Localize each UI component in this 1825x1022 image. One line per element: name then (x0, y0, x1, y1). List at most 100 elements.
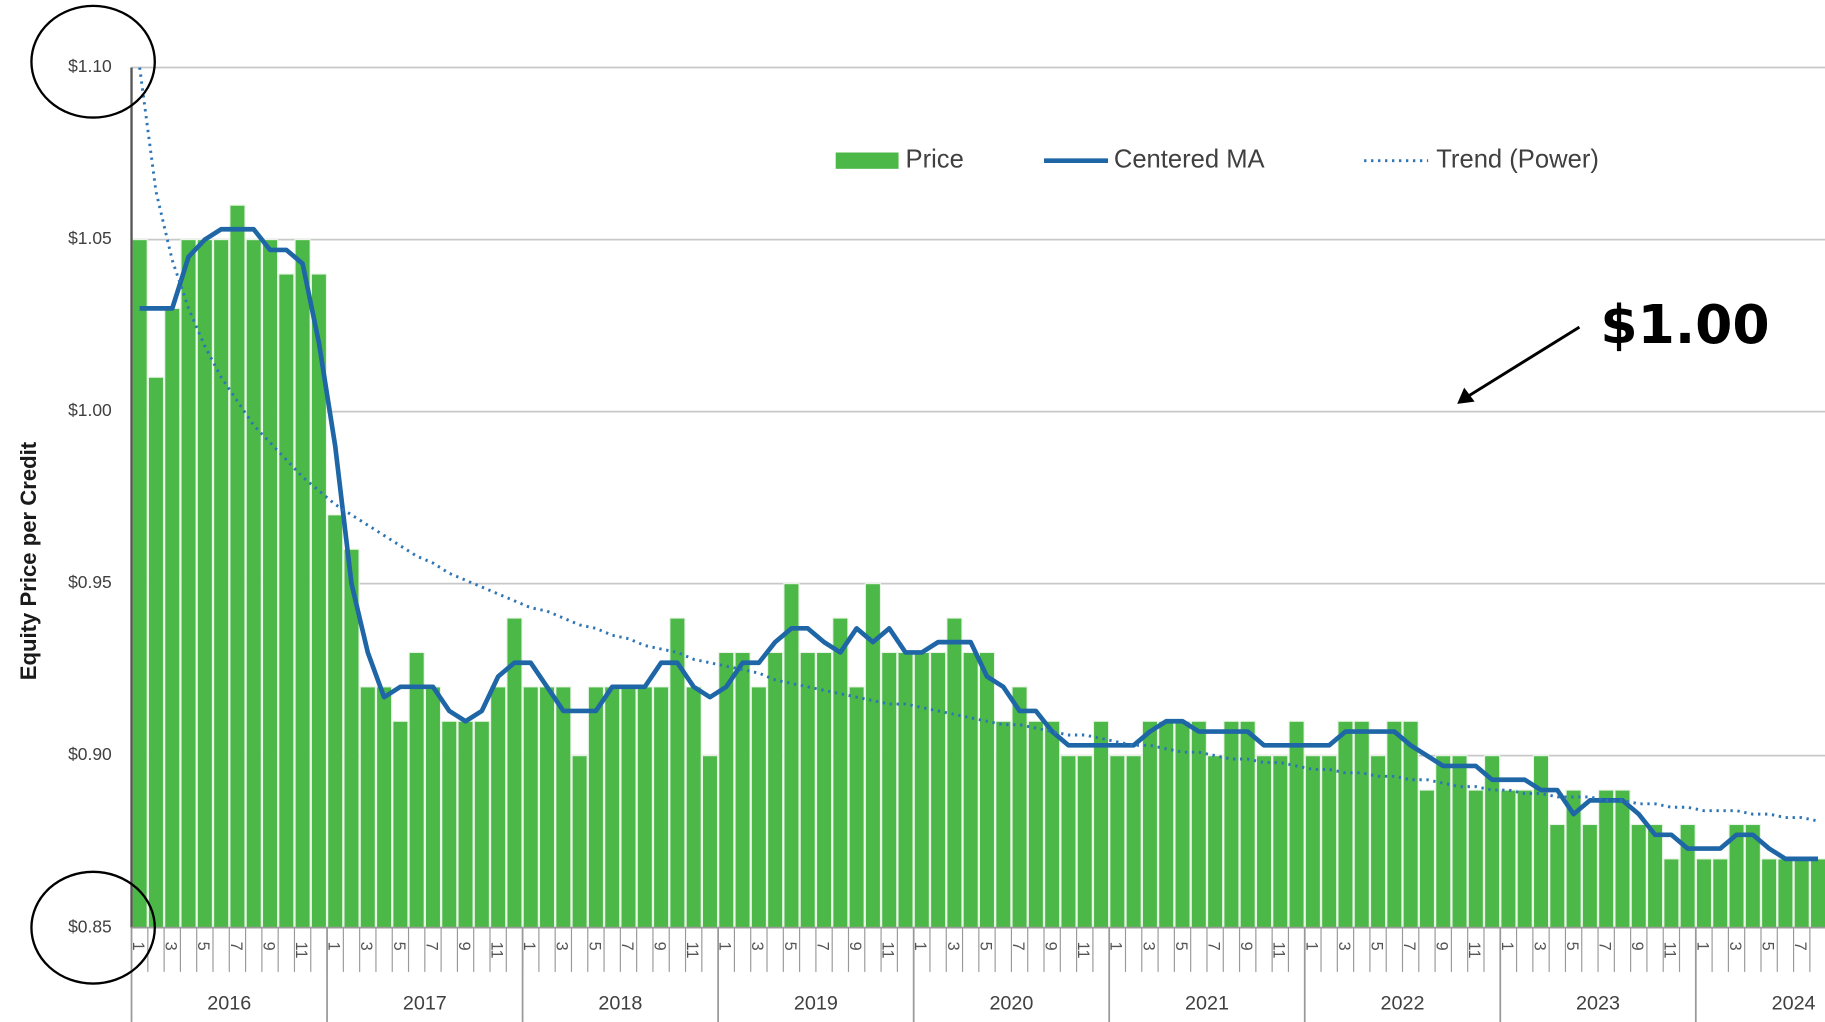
bar (212, 238, 230, 929)
x-tick-label: 9 (259, 942, 277, 951)
x-tick-label: 5 (585, 942, 603, 951)
bar (1272, 755, 1289, 929)
bar (196, 238, 213, 929)
x-tick-label: 11 (292, 942, 310, 959)
bar (327, 514, 344, 929)
legend-label: Centered MA (1114, 145, 1266, 173)
bar (424, 686, 442, 929)
plot-area: $0.85$0.90$0.95$1.00$1.05$1.101 3 5 7 9 11 1 3 5… (68, 56, 1825, 1022)
bar (929, 651, 947, 929)
bar (701, 755, 719, 929)
bar (180, 238, 197, 929)
bar (848, 686, 865, 929)
arrow-head (1457, 387, 1475, 404)
bar (995, 720, 1012, 929)
x-tick-label: 3 (357, 942, 375, 951)
bar (490, 686, 507, 929)
year-label: 2021 (1185, 993, 1229, 1015)
bar (913, 651, 930, 929)
line (138, 67, 1819, 823)
bar (1060, 755, 1077, 929)
bar (1712, 858, 1729, 929)
x-tick-label: 7 (1400, 942, 1418, 951)
x-tick-label: 1 (129, 942, 147, 951)
x-tick-label: 3 (1530, 942, 1548, 951)
bar (1044, 720, 1061, 929)
bar (1369, 755, 1387, 929)
bar (1402, 720, 1419, 929)
bar (767, 651, 784, 929)
x-tick-label: 9 (1042, 942, 1060, 951)
bar (881, 651, 898, 929)
bar (1027, 720, 1045, 929)
bar (897, 651, 914, 929)
year-label: 2016 (207, 993, 251, 1015)
bar (1679, 823, 1696, 929)
annotation: $1.00 (1600, 293, 1769, 356)
bar (1663, 858, 1680, 929)
y-axis-title: Equity Price per Credit (16, 441, 41, 680)
annotation-arrow (1468, 325, 1581, 398)
bar (294, 238, 311, 929)
x-tick-label: 9 (455, 942, 473, 951)
bar (620, 686, 637, 929)
x-tick-label: 7 (1204, 942, 1222, 951)
bar (1418, 789, 1436, 929)
bar (571, 755, 588, 929)
year-label: 2017 (403, 993, 447, 1015)
bar (1255, 755, 1273, 929)
bar (1353, 720, 1370, 929)
bar (441, 720, 458, 929)
bar (734, 651, 751, 929)
bar (1549, 823, 1566, 929)
bar (1386, 720, 1403, 929)
x-tick-label: 11 (879, 942, 897, 959)
bar (1500, 789, 1517, 929)
x-tick-label: 1 (1693, 942, 1711, 951)
bar (1598, 789, 1615, 929)
bar (1125, 755, 1142, 929)
x-tick-label: 11 (683, 942, 701, 959)
x-tick-label: 7 (1009, 942, 1027, 951)
bar (1646, 823, 1664, 929)
legend-swatch (835, 152, 899, 169)
x-tick-label: 11 (488, 942, 506, 959)
bar (1467, 789, 1484, 929)
bar (1451, 755, 1468, 929)
x-tick-label: 1 (1498, 942, 1516, 951)
bar (229, 204, 246, 929)
legend-label: Trend (Power) (1436, 145, 1599, 173)
year-label: 2020 (989, 993, 1033, 1015)
bar (799, 651, 816, 929)
bar (131, 238, 148, 929)
bar (375, 686, 393, 929)
x-tick-label: 9 (1628, 942, 1646, 951)
bar (1206, 755, 1224, 929)
legend-label: Price (906, 145, 964, 173)
bar (1158, 720, 1175, 929)
year-label: 2018 (598, 993, 642, 1015)
x-tick-label: 5 (390, 942, 408, 951)
bar (1109, 755, 1126, 929)
bar (750, 686, 768, 929)
x-tick-label: 9 (650, 942, 668, 951)
year-label: 2023 (1576, 993, 1620, 1015)
bar (1223, 720, 1240, 929)
y-tick-label: $1.10 (68, 56, 112, 76)
x-tick-label: 7 (422, 942, 440, 951)
bar (1532, 755, 1550, 929)
bar (718, 651, 735, 929)
bar (1174, 720, 1191, 929)
x-tick-label: 1 (1302, 942, 1320, 951)
bar (587, 686, 605, 929)
x-tick-label: 5 (1367, 942, 1385, 951)
x-tick-label: 1 (911, 942, 929, 951)
bar (1092, 720, 1110, 929)
bar (1614, 789, 1631, 929)
x-tick-label: 3 (162, 942, 180, 951)
y-tick-label: $0.90 (68, 744, 112, 764)
bar (1695, 858, 1713, 929)
bar (962, 651, 979, 929)
bar (1321, 755, 1338, 929)
bar (1011, 686, 1028, 929)
